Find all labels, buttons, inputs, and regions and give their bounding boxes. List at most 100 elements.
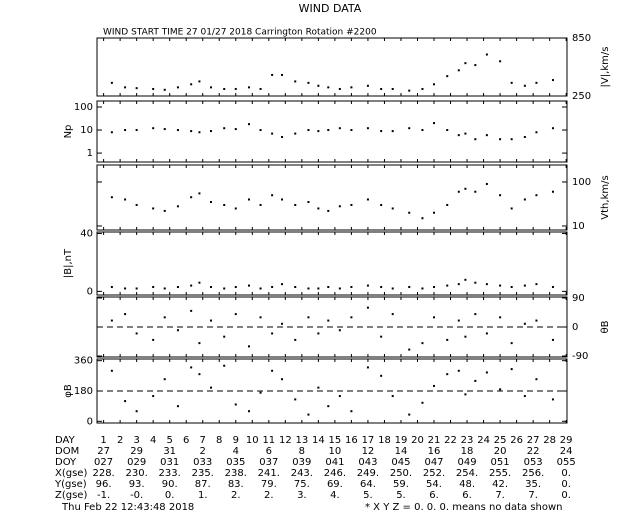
day-label: 24 xyxy=(477,435,490,446)
y-axis-label: Np xyxy=(63,125,74,139)
data-point xyxy=(176,205,179,208)
table-cell: 235. xyxy=(192,468,214,479)
data-point xyxy=(281,73,284,76)
data-point xyxy=(259,203,262,206)
table-cell: -1. xyxy=(97,490,110,501)
day-label: 15 xyxy=(329,435,342,446)
data-point xyxy=(350,86,353,89)
day-label: 14 xyxy=(312,435,325,446)
chart-subtitle: WIND START TIME 27 01/27 2018 Carrington… xyxy=(103,28,377,38)
data-point xyxy=(380,374,383,377)
table-cell: 254. xyxy=(456,468,478,479)
data-point xyxy=(523,322,526,325)
data-point xyxy=(124,313,127,316)
table-cell: 5. xyxy=(396,490,406,501)
data-point xyxy=(163,287,166,290)
panel-frame xyxy=(96,100,568,163)
data-point xyxy=(281,322,284,325)
data-point xyxy=(190,366,193,369)
data-point xyxy=(366,284,369,287)
table-cell: 42. xyxy=(492,479,508,490)
day-label: 8 xyxy=(216,435,222,446)
data-point xyxy=(485,53,488,56)
table-cell: 64. xyxy=(360,479,376,490)
table-cell: 3. xyxy=(297,490,307,501)
y-axis-label: θB xyxy=(600,320,611,333)
table-cell: 241. xyxy=(258,468,280,479)
data-point xyxy=(474,313,477,316)
table-cell: 29 xyxy=(130,446,143,457)
data-point xyxy=(474,379,477,382)
day-label: 27 xyxy=(527,435,540,446)
table-cell: 252. xyxy=(423,468,445,479)
table-cell: 2. xyxy=(231,490,241,501)
table-cell: 1. xyxy=(198,490,208,501)
table-cell: 4. xyxy=(330,490,340,501)
data-point xyxy=(499,138,502,141)
table-cell: 59. xyxy=(393,479,409,490)
data-point xyxy=(110,196,113,199)
data-point xyxy=(317,130,320,133)
data-point xyxy=(152,127,155,130)
table-cell: 228. xyxy=(92,468,114,479)
chart-title: WIND DATA xyxy=(299,2,362,15)
table-cell: 12 xyxy=(362,446,375,457)
data-point xyxy=(535,378,538,381)
data-point xyxy=(457,190,460,193)
table-cell: 75. xyxy=(294,479,310,490)
data-point xyxy=(510,286,513,289)
row-label: Y(gse) xyxy=(54,479,87,490)
data-point xyxy=(474,190,477,193)
table-cell: 87. xyxy=(195,479,211,490)
data-point xyxy=(163,316,166,319)
data-point xyxy=(327,286,330,289)
table-cell: 4 xyxy=(233,446,239,457)
y-axis-label: φB xyxy=(63,384,74,398)
table-cell: 033 xyxy=(193,457,212,468)
data-point xyxy=(259,87,262,90)
table-cell: 79. xyxy=(261,479,277,490)
data-point xyxy=(474,138,477,141)
data-point xyxy=(152,87,155,90)
data-point xyxy=(391,207,394,210)
y-tick-label: 90 xyxy=(572,293,585,304)
data-point xyxy=(421,287,424,290)
data-point xyxy=(350,129,353,132)
day-label: 18 xyxy=(378,435,391,446)
table-cell: 0. xyxy=(561,490,571,501)
table-cell: 69. xyxy=(327,479,343,490)
data-point xyxy=(223,287,226,290)
panel-frame xyxy=(96,231,568,296)
table-cell: 256. xyxy=(522,468,544,479)
table-cell: 027 xyxy=(94,457,113,468)
table-cell: 037 xyxy=(259,457,278,468)
data-point xyxy=(433,83,436,86)
data-point xyxy=(510,207,513,210)
data-point xyxy=(551,127,554,130)
day-label: 1 xyxy=(100,435,106,446)
data-point xyxy=(190,130,193,133)
data-point xyxy=(281,378,284,381)
table-cell: 230. xyxy=(126,468,148,479)
data-point xyxy=(271,369,274,372)
data-point xyxy=(485,283,488,286)
table-cell: 48. xyxy=(459,479,475,490)
data-point xyxy=(433,316,436,319)
data-point xyxy=(110,131,113,134)
data-point xyxy=(499,60,502,63)
data-point xyxy=(209,286,212,289)
data-point xyxy=(408,89,411,92)
data-point xyxy=(510,368,513,371)
data-point xyxy=(317,84,320,87)
data-point xyxy=(317,386,320,389)
y-tick-label: 10 xyxy=(80,125,93,136)
data-point xyxy=(421,401,424,404)
table-cell: 029 xyxy=(127,457,146,468)
data-point xyxy=(551,398,554,401)
data-point xyxy=(152,286,155,289)
data-point xyxy=(499,284,502,287)
data-point xyxy=(523,395,526,398)
data-point xyxy=(464,62,467,65)
table-cell: 6 xyxy=(266,446,272,457)
panel-frame xyxy=(96,37,568,97)
